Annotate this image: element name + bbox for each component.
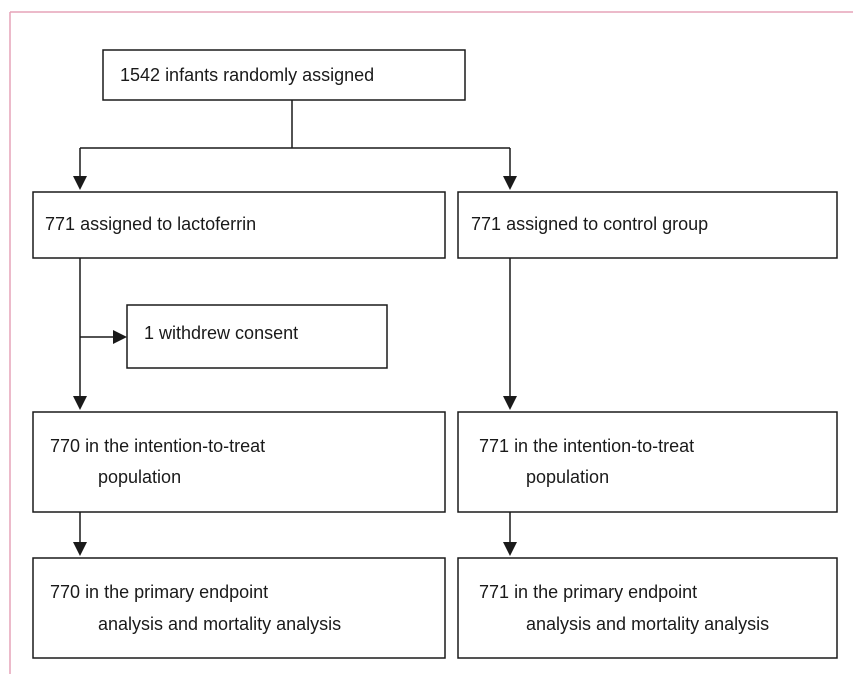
node-box <box>457 557 838 659</box>
node-label: 1 withdrew consent <box>144 323 298 343</box>
connector <box>79 512 511 544</box>
arrowhead <box>503 176 517 190</box>
node-label: 771 in the intention-to-treat <box>479 436 694 456</box>
connectors <box>73 100 517 556</box>
node-box <box>126 304 388 369</box>
node-label: population <box>526 467 609 487</box>
node-label: analysis and mortality analysis <box>98 614 341 634</box>
arrowhead <box>73 542 87 556</box>
connector <box>79 100 511 178</box>
node-box <box>457 191 838 259</box>
arrowhead <box>503 542 517 556</box>
arrowhead <box>73 396 87 410</box>
node-box <box>32 191 446 259</box>
node-box <box>102 49 466 101</box>
connector <box>79 258 115 398</box>
node-label: analysis and mortality analysis <box>526 614 769 634</box>
node-label: 771 assigned to lactoferrin <box>45 214 256 234</box>
node-label: 771 in the primary endpoint <box>479 582 697 602</box>
node-label: 1542 infants randomly assigned <box>120 65 374 85</box>
node-label: 771 assigned to control group <box>471 214 708 234</box>
node-box <box>32 411 446 513</box>
node-box <box>457 411 838 513</box>
node-label: 770 in the primary endpoint <box>50 582 268 602</box>
arrowhead <box>503 396 517 410</box>
node-label: population <box>98 467 181 487</box>
node-box <box>32 557 446 659</box>
arrowhead <box>113 330 127 344</box>
node-label: 770 in the intention-to-treat <box>50 436 265 456</box>
arrowhead <box>73 176 87 190</box>
